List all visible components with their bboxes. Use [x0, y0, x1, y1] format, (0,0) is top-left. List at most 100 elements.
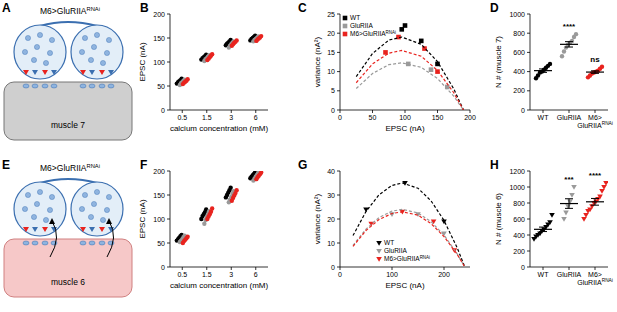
- category-label: M6>GluRIIARNAi: [577, 114, 613, 129]
- panel-letter: A: [2, 1, 11, 15]
- chart: B0501001502000.51.536calcium concentrati…: [138, 1, 268, 133]
- y-tick: [167, 243, 170, 244]
- receptor: [108, 84, 114, 88]
- panel-letter: D: [490, 1, 499, 15]
- data: [534, 32, 604, 81]
- receptor: [80, 84, 86, 88]
- error-bar-stem: [543, 69, 544, 72]
- x-axis: [340, 267, 470, 268]
- chart: H020040060080010001200WTGluRIIAM6>GluRII…: [490, 158, 613, 286]
- arrow-head: [49, 218, 55, 224]
- x-tick-label: 0: [338, 271, 342, 278]
- y-tick: [527, 203, 530, 204]
- receptor: [89, 84, 95, 88]
- active-zone: [80, 227, 86, 232]
- category-label-sup: RNAi: [602, 121, 613, 126]
- data-point: [563, 211, 569, 216]
- bouton: [71, 182, 123, 236]
- significance: ****: [589, 171, 602, 180]
- y-tick: [527, 219, 530, 220]
- y-tick: [527, 235, 530, 236]
- x-tick: [182, 110, 183, 113]
- y-tick: [167, 267, 170, 268]
- significance: ns: [590, 55, 600, 64]
- data-point: [429, 67, 434, 72]
- data-point: [419, 39, 424, 44]
- category-label: 0.5: [177, 114, 187, 121]
- diagram: EM6>GluRIIARNAimuscle 6: [2, 158, 132, 297]
- y-tick: [527, 14, 530, 15]
- fit-line: [353, 183, 465, 267]
- figure: AM6>GluRIIARNAimuscle 7EM6>GluRIIARNAimu…: [0, 0, 617, 312]
- error-bar-cap: [591, 205, 599, 206]
- vesicle: [31, 57, 36, 62]
- data: [531, 181, 608, 242]
- y-tick-label: 1200: [509, 168, 525, 175]
- panel-letter: F: [140, 158, 147, 172]
- legend-label: GluRIIA: [350, 22, 373, 29]
- legend-label: WT: [350, 14, 360, 21]
- panel-letter: E: [2, 158, 10, 172]
- y-tick-label: 1000: [509, 184, 525, 191]
- y-tick-label: 600: [513, 216, 525, 223]
- legend: WTGluRIIAM6>GluRIIARNAi: [376, 239, 430, 262]
- genotype-label: M6>GluRIIARNAi: [40, 6, 100, 16]
- x-tick-label: 0: [338, 114, 342, 121]
- vesicle: [88, 214, 93, 219]
- category-label-part: GluRIIA: [577, 279, 602, 286]
- y-tick-label: 10: [327, 68, 335, 75]
- bouton: [14, 25, 66, 79]
- x-tick: [437, 110, 438, 113]
- vesicle: [31, 214, 36, 219]
- y-tick: [527, 187, 530, 188]
- x-axis: [170, 267, 268, 268]
- legend-label: M6>GluRIIARNAi: [384, 255, 430, 263]
- genotype-label-sup: RNAi: [87, 163, 100, 169]
- vesicle: [34, 201, 39, 206]
- category-label-part: M6>: [588, 271, 602, 278]
- error-bar-cap: [591, 70, 599, 71]
- y-tick-label: 600: [513, 49, 525, 56]
- y-tick: [167, 62, 170, 63]
- significance: ****: [563, 22, 576, 31]
- y-tick: [337, 52, 340, 53]
- category-label: 3: [229, 114, 233, 121]
- active-zone: [89, 227, 95, 232]
- x-tick: [543, 110, 544, 113]
- error-bar: [591, 71, 599, 73]
- fit-line: [353, 212, 465, 267]
- y-tick-label: 800: [513, 30, 525, 37]
- error-bar: [565, 199, 573, 209]
- panel-letter: C: [298, 1, 307, 15]
- vesicle: [82, 192, 87, 197]
- diagram: AM6>GluRIIARNAimuscle 7: [2, 1, 132, 140]
- x-axis-title: EPSC (nA): [385, 124, 424, 133]
- x-tick: [182, 267, 183, 270]
- active-zone: [23, 227, 29, 232]
- active-zone: [89, 70, 95, 75]
- data-point: [259, 34, 263, 38]
- x-tick-label: 200: [438, 271, 450, 278]
- legend-label-sup: RNAi: [386, 30, 396, 35]
- data: [175, 33, 264, 87]
- vesicle: [79, 49, 84, 54]
- legend-marker: [376, 241, 382, 246]
- y-tick-label: 0: [161, 264, 165, 271]
- y-tick-label: 20: [327, 30, 335, 37]
- x-axis-title: calcium concentration (mM): [170, 124, 269, 133]
- data-point: [548, 62, 552, 66]
- y-tick-label: 100: [153, 59, 165, 66]
- vesicle: [34, 44, 39, 49]
- y-tick: [527, 171, 530, 172]
- arrow: [107, 221, 114, 257]
- y-tick-label: 30: [327, 192, 335, 199]
- vesicle: [49, 194, 54, 199]
- y-tick-label: 50: [157, 240, 165, 247]
- muscle: [4, 239, 132, 297]
- y-tick: [337, 33, 340, 34]
- data-point: [549, 213, 555, 218]
- data-point: [561, 217, 567, 222]
- axon: [40, 22, 97, 26]
- error-bar-stem: [595, 198, 596, 205]
- y-tick-label: 800: [513, 200, 525, 207]
